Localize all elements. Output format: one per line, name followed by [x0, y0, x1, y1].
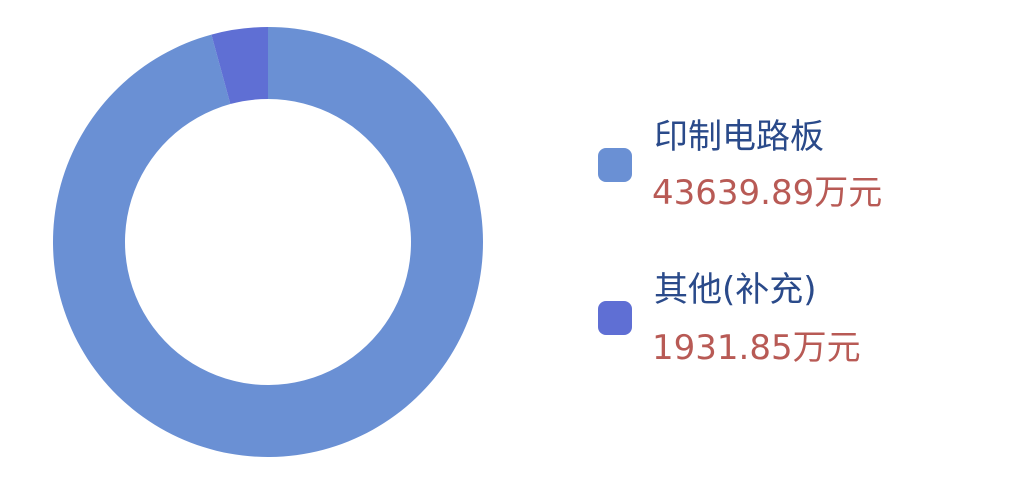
legend-value-other: 1931.85万元: [652, 328, 861, 368]
legend-swatch-other: [598, 301, 632, 335]
legend-label-other: 其他(补充): [654, 270, 817, 310]
legend-swatch-pcb: [598, 148, 632, 182]
donut-slice-1[interactable]: [211, 27, 268, 105]
donut-chart: [52, 27, 483, 457]
donut-slice-0[interactable]: [52, 27, 483, 457]
legend-value-pcb: 43639.89万元: [652, 173, 883, 213]
legend-label-pcb: 印制电路板: [654, 117, 824, 157]
